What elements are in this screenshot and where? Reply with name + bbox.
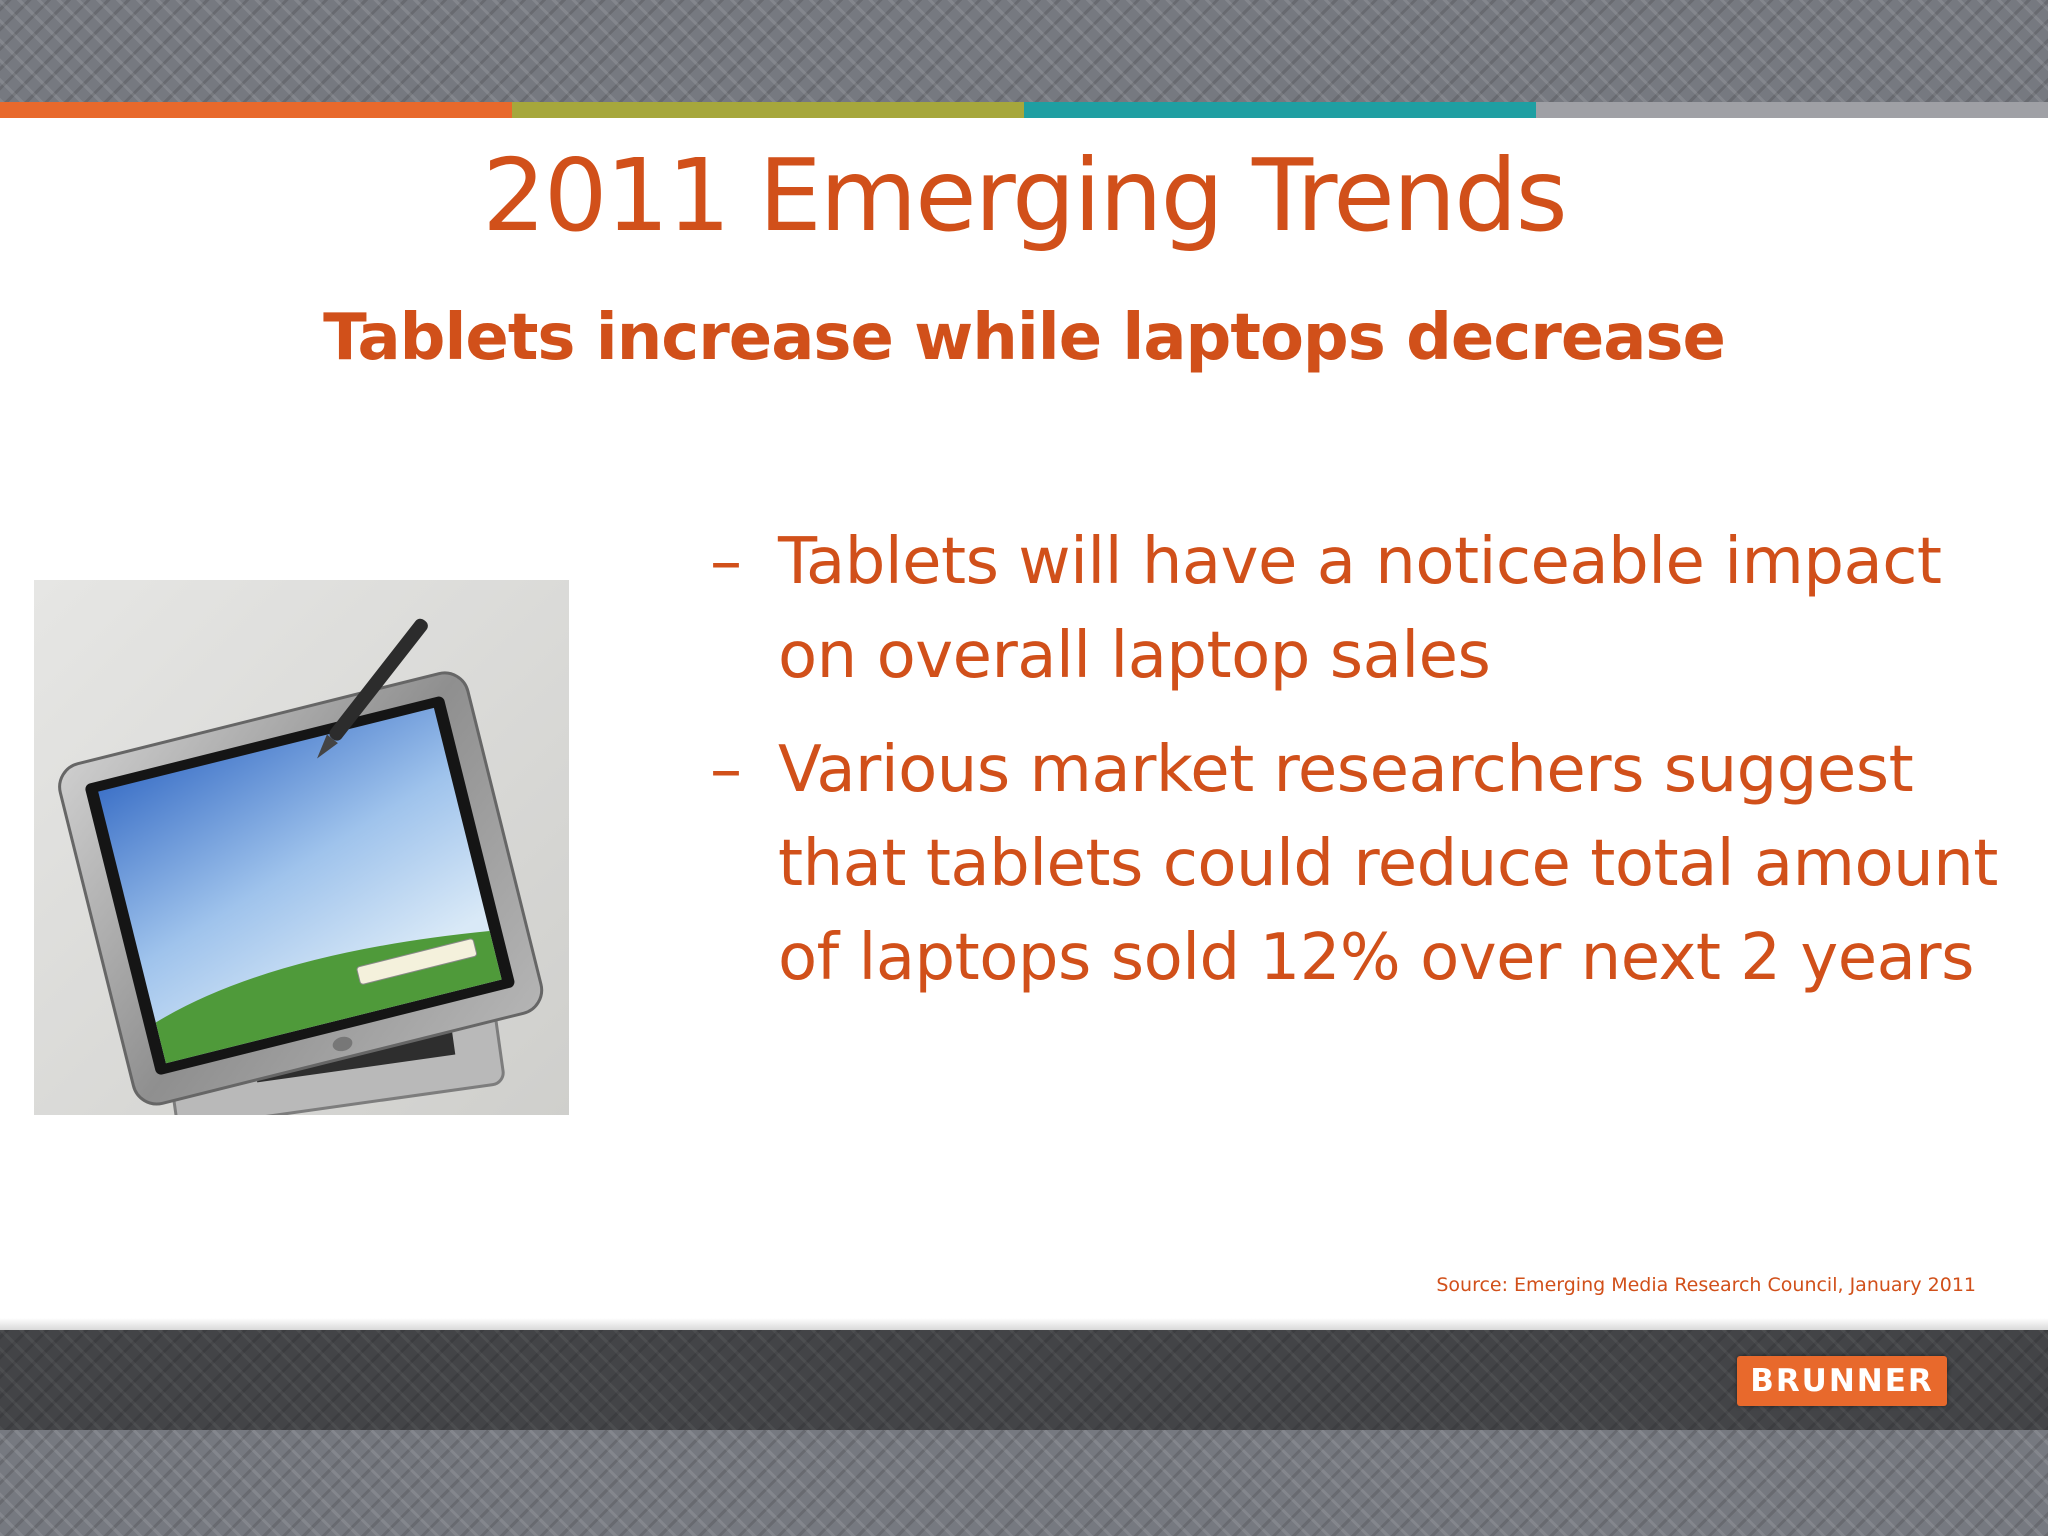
bullet-dash: – (710, 733, 742, 807)
bullet-text: Various market researchers suggest that … (778, 733, 1998, 995)
stripe-teal (1024, 102, 1536, 118)
bullet-item: – Various market researchers suggest tha… (700, 723, 2000, 1005)
tablet-photo (34, 580, 569, 1115)
bottom-pattern-band (0, 1430, 2048, 1536)
footer-shadow (0, 1318, 2048, 1330)
top-pattern-band (0, 0, 2048, 102)
bullet-item: – Tablets will have a noticeable impact … (700, 515, 2000, 703)
stripe-olive (512, 102, 1024, 118)
logo-text: BRUNNER (1750, 1363, 1934, 1399)
slide-subtitle: Tablets increase while laptops decrease (323, 301, 1726, 375)
brunner-logo: BRUNNER (1737, 1356, 1947, 1406)
bullet-dash: – (710, 525, 742, 599)
stripe-gray (1536, 102, 2048, 118)
footer-bar (0, 1330, 2048, 1430)
stripe-orange (0, 102, 512, 118)
source-citation: Source: Emerging Media Research Council,… (1436, 1274, 1976, 1296)
tablet-pc-illustration (34, 580, 569, 1115)
bullet-list: – Tablets will have a noticeable impact … (700, 515, 2000, 1025)
color-stripe-bar (0, 102, 2048, 118)
slide-title: 2011 Emerging Trends (482, 137, 1567, 254)
bullet-text: Tablets will have a noticeable impact on… (778, 525, 1942, 693)
